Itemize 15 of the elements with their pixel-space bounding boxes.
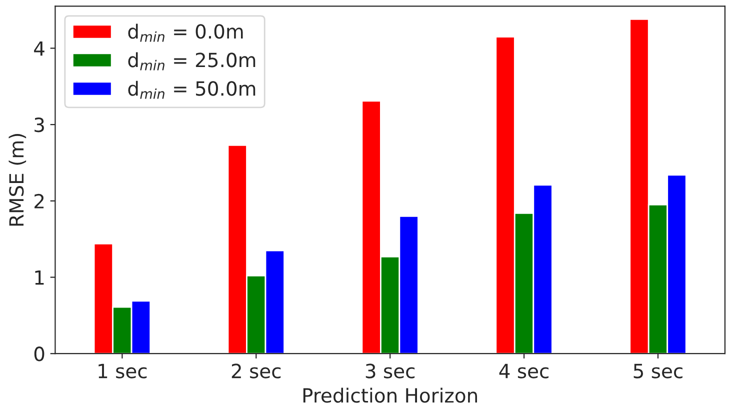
- x-tick-label: 2 sec: [232, 364, 281, 378]
- x-tick-label: 3 sec: [366, 364, 415, 378]
- legend-label: d$_{min}$ = 0.0m: [128, 24, 243, 42]
- y-tick-label: 3: [34, 118, 44, 132]
- x-tick-label: 5 sec: [634, 364, 682, 378]
- y-tick-label: 2: [34, 194, 44, 208]
- x-tick-label: 1 sec: [98, 364, 147, 378]
- x-tick-label: 4 sec: [499, 364, 548, 378]
- y-tick-label: 4: [34, 41, 44, 56]
- legend-label: d$_{min}$ = 50.0m: [128, 80, 256, 99]
- y-tick-label: 1: [35, 270, 44, 285]
- x-axis-title: Prediction Horizon: [303, 388, 477, 403]
- y-tick-label: 0: [34, 346, 44, 362]
- legend-label: d$_{min}$ = 25.0m: [128, 52, 256, 70]
- y-axis-title: RMSE (m): [8, 134, 26, 226]
